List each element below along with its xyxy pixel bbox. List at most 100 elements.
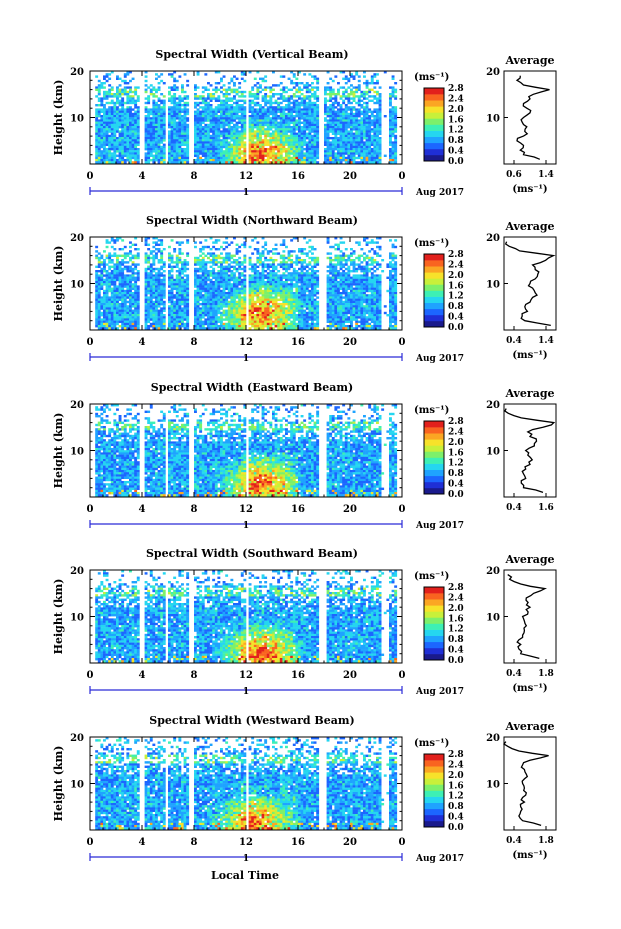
heatmap-cell — [121, 128, 124, 130]
heatmap-cell — [241, 73, 244, 75]
heatmap-cell — [264, 89, 267, 91]
heatmap-cell — [210, 128, 213, 130]
heatmap-cell — [210, 137, 213, 139]
heatmap-cell — [389, 108, 392, 110]
heatmap-cell — [355, 89, 358, 91]
heatmap-cell — [158, 111, 161, 113]
heatmap-cell — [277, 122, 280, 124]
heatmap-cell — [345, 78, 348, 80]
heatmap-cell — [225, 97, 228, 99]
heatmap-cell — [311, 124, 314, 126]
heatmap-cell — [95, 139, 98, 141]
heatmap-cell — [389, 122, 392, 124]
heatmap-cell — [269, 133, 272, 135]
heatmap-cell — [316, 133, 319, 135]
heatmap-cell — [228, 104, 231, 106]
heatmap-cell — [269, 97, 272, 99]
heatmap-cell — [368, 119, 371, 121]
heatmap-cell — [98, 137, 101, 139]
heatmap-cell — [371, 139, 374, 141]
heatmap-cell — [225, 128, 228, 130]
heatmap-cell — [314, 144, 317, 146]
heatmap-cell — [290, 122, 293, 124]
heatmap-cell — [116, 102, 119, 104]
heatmap-cell — [249, 111, 252, 113]
heatmap-cell — [145, 141, 148, 143]
heatmap-cell — [243, 126, 246, 128]
heatmap-cell — [282, 75, 285, 77]
heatmap-cell — [134, 86, 137, 88]
heatmap-cell — [368, 115, 371, 117]
heatmap-cell — [379, 97, 382, 99]
heatmap-cell — [251, 126, 254, 128]
heatmap-cell — [145, 124, 148, 126]
heatmap-cell — [116, 115, 119, 117]
heatmap-cell — [147, 102, 150, 104]
heatmap-cell — [269, 128, 272, 130]
heatmap-cell — [394, 144, 397, 146]
heatmap-cell — [366, 130, 369, 132]
heatmap-cell — [199, 128, 202, 130]
heatmap-cell — [163, 139, 166, 141]
heatmap-cell — [308, 106, 311, 108]
heatmap-cell — [98, 93, 101, 95]
heatmap-cell — [98, 89, 101, 91]
heatmap-cell — [366, 108, 369, 110]
heatmap-cell — [350, 113, 353, 115]
heatmap-cell — [243, 122, 246, 124]
heatmap-cell — [194, 139, 197, 141]
heatmap-cell — [275, 144, 278, 146]
heatmap-cell — [298, 119, 301, 121]
heatmap-cell — [363, 111, 366, 113]
heatmap-cell — [262, 130, 265, 132]
heatmap-cell — [259, 119, 262, 121]
heatmap-cell — [316, 78, 319, 80]
heatmap-cell — [280, 126, 283, 128]
heatmap-cell — [113, 113, 116, 115]
heatmap-cell — [308, 130, 311, 132]
heatmap-cell — [210, 106, 213, 108]
heatmap-cell — [355, 108, 358, 110]
heatmap-cell — [197, 130, 200, 132]
heatmap-cell — [173, 130, 176, 132]
heatmap-cell — [269, 86, 272, 88]
heatmap-cell — [134, 111, 137, 113]
heatmap-cell — [220, 146, 223, 148]
heatmap-cell — [353, 78, 356, 80]
heatmap-cell — [267, 133, 270, 135]
heatmap-cell — [373, 97, 376, 99]
heatmap-cell — [233, 128, 236, 130]
heatmap-cell — [150, 139, 153, 141]
heatmap-cell — [184, 141, 187, 143]
heatmap-cell — [262, 128, 265, 130]
heatmap-cell — [202, 137, 205, 139]
heatmap-cell — [280, 97, 283, 99]
heatmap-cell — [308, 91, 311, 93]
heatmap-cell — [236, 108, 239, 110]
heatmap-cell — [150, 91, 153, 93]
heatmap-cell — [126, 146, 129, 148]
heatmap-cell — [108, 93, 111, 95]
heatmap-cell — [371, 89, 374, 91]
heatmap-cell — [173, 117, 176, 119]
heatmap-cell — [121, 146, 124, 148]
heatmap-cell — [150, 126, 153, 128]
heatmap-cell — [108, 117, 111, 119]
heatmap-cell — [197, 117, 200, 119]
heatmap-cell — [171, 124, 174, 126]
heatmap-cell — [314, 91, 317, 93]
heatmap-cell — [204, 124, 207, 126]
heatmap-cell — [147, 97, 150, 99]
heatmap-cell — [392, 122, 395, 124]
heatmap-cell — [150, 146, 153, 148]
heatmap-cell — [376, 111, 379, 113]
heatmap-cell — [171, 108, 174, 110]
heatmap-cell — [145, 108, 148, 110]
heatmap-cell — [202, 128, 205, 130]
heatmap-cell — [225, 93, 228, 95]
heatmap-cell — [155, 139, 158, 141]
heatmap-cell — [293, 111, 296, 113]
heatmap-cell — [306, 133, 309, 135]
heatmap-cell — [332, 108, 335, 110]
heatmap-cell — [280, 124, 283, 126]
